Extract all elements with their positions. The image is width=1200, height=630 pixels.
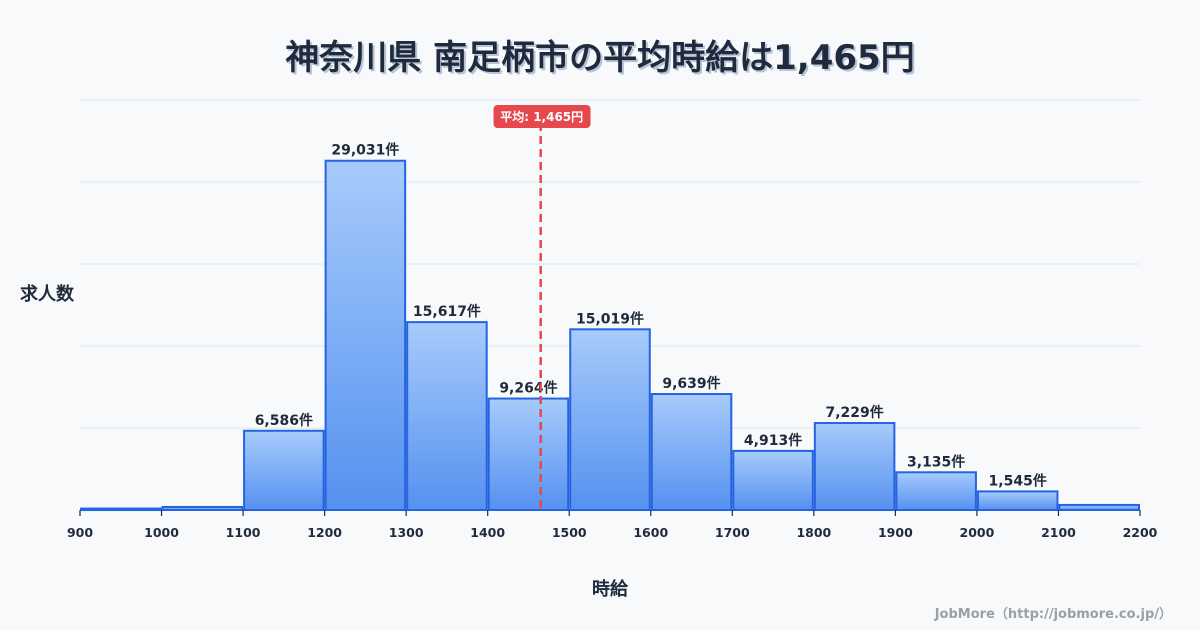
histogram-bar <box>569 328 651 511</box>
x-tick-label: 1500 <box>552 525 587 540</box>
histogram-bar <box>732 449 814 511</box>
x-tick-label: 1000 <box>144 525 179 540</box>
credit-text: JobMore（http://jobmore.co.jp/） <box>934 607 1172 622</box>
histogram-bar <box>895 471 977 511</box>
histogram-bar <box>161 505 244 511</box>
histogram-bar <box>243 429 325 512</box>
mean-badge: 平均: 1,465円 <box>493 105 591 128</box>
bar-value-labels: 6,586件 29,031件 15,617件 9,264件 15,019件 9,639件 4… <box>255 142 1047 490</box>
x-tick-label: 1900 <box>878 525 913 540</box>
x-tick-label: 900 <box>67 525 93 540</box>
x-axis-ticks: 900 1000 1100 1200 1300 1400 1500 1600 1700 1800 1… <box>67 510 1158 540</box>
x-tick-label: 2100 <box>1041 525 1076 540</box>
histogram-bar <box>487 397 570 511</box>
bar-value-label: 9,264件 <box>499 380 557 397</box>
bar-value-label: 1,545件 <box>989 472 1047 489</box>
histogram-bar <box>1058 503 1141 511</box>
y-axis-label: 求人数 <box>20 284 74 305</box>
bar-value-label: 29,031件 <box>331 142 399 159</box>
histogram-bar <box>324 159 407 512</box>
histogram-bar <box>650 393 733 511</box>
histogram-bar <box>80 507 162 512</box>
bar-value-label: 15,617件 <box>413 303 481 320</box>
x-tick-label: 2000 <box>960 525 995 540</box>
x-tick-label: 1700 <box>715 525 750 540</box>
histogram-bar <box>406 321 488 511</box>
x-axis-label: 時給 <box>592 579 628 600</box>
x-tick-label: 1400 <box>470 525 505 540</box>
x-tick-label: 1600 <box>633 525 668 540</box>
x-tick-label: 1800 <box>796 525 831 540</box>
x-tick-label: 1100 <box>226 525 261 540</box>
bar-value-label: 4,913件 <box>744 432 802 449</box>
x-tick-label: 2200 <box>1123 525 1158 540</box>
histogram-bar <box>813 422 896 512</box>
bar-value-label: 6,586件 <box>255 412 313 429</box>
bars <box>80 159 1141 512</box>
bar-value-label: 9,639件 <box>662 375 720 392</box>
x-tick-label: 1300 <box>389 525 424 540</box>
histogram-bar <box>976 490 1059 511</box>
bar-value-label: 3,135件 <box>907 453 965 470</box>
chart-title: 神奈川県 南足柄市の平均時給は1,465円 <box>285 38 915 78</box>
x-tick-label: 1200 <box>307 525 342 540</box>
bar-value-label: 15,019件 <box>576 310 644 327</box>
bar-value-label: 7,229件 <box>825 404 883 421</box>
